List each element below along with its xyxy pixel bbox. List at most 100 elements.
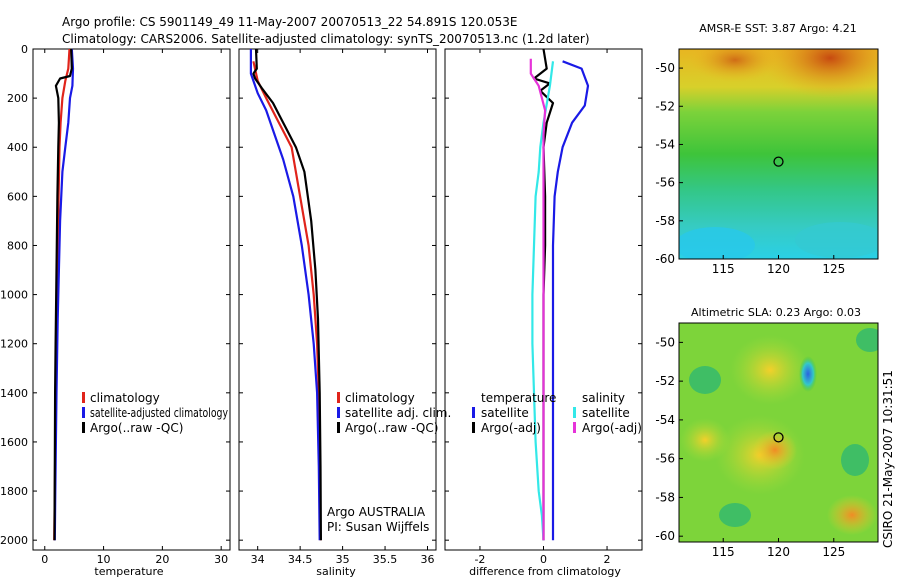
sla-high-patch <box>827 495 877 535</box>
legend-label-climatology: climatology <box>345 391 415 405</box>
sla-map <box>679 323 878 542</box>
map-y-tick-label: -58 <box>655 490 675 504</box>
legend-label-temperature-argo: Argo(-adj) <box>481 421 541 435</box>
map-y-tick-label: -54 <box>655 137 675 151</box>
map-y-tick-label: -56 <box>655 452 675 466</box>
legend-swatch-argo <box>82 422 85 433</box>
temperature-xlabel: temperature <box>94 565 163 578</box>
x-tick-label: 10 <box>97 553 111 566</box>
map-y-tick-label: -50 <box>655 335 675 349</box>
x-tick-label: 20 <box>155 553 169 566</box>
map-x-tick-label: 125 <box>822 545 845 559</box>
x-tick-label: 34 <box>251 553 265 566</box>
legend-label-salinity-satellite: satellite <box>582 406 630 420</box>
temperature-legend: climatology satellite-adjusted climatolo… <box>82 391 228 435</box>
argo-annotation-line-2: PI: Susan Wijffels <box>327 520 429 534</box>
legend-swatch-satellite-adj <box>337 407 340 418</box>
x-tick-label: 35.5 <box>373 553 398 566</box>
map-y-tick-label: -52 <box>655 374 675 388</box>
map-y-tick-label: -50 <box>655 61 675 75</box>
footer-vertical-stamp: CSIRO 21-May-2007 10:31:51 <box>881 370 895 548</box>
series-line-argo-raw-qc- <box>252 48 322 541</box>
legend-swatch-climatology <box>82 392 85 403</box>
sla-low-patch <box>856 328 878 352</box>
legend-label-argo: Argo(..raw -QC) <box>345 421 438 435</box>
temperature-plot: 0 10 20 30 0 200 400 600 800 1000 1200 1400 1600 1800… <box>0 43 230 566</box>
y-tick-label: 2000 <box>0 534 28 547</box>
salinity-xlabel: salinity <box>316 565 356 578</box>
difference-xlabel: difference from climatology <box>469 565 621 578</box>
series-line-salinity-argo-adj- <box>529 58 547 541</box>
x-tick-label: 36 <box>421 553 435 566</box>
map-y-tick-label: -58 <box>655 214 675 228</box>
map-x-tick-label: 120 <box>767 545 790 559</box>
legend-label-climatology: climatology <box>90 391 160 405</box>
sla-map-axes: 115 120 125 -50 -52 -54 -56 -58 -60 <box>655 335 845 559</box>
legend-title-salinity: salinity <box>582 391 625 405</box>
legend-swatch-argo <box>337 422 340 433</box>
y-tick-label: 600 <box>7 190 28 203</box>
map-y-tick-label: -52 <box>655 99 675 113</box>
sla-low-patch <box>841 444 869 476</box>
legend-swatch-salinity-argo <box>573 422 576 433</box>
sla-low-patch <box>689 366 721 394</box>
argo-annotation-line-1: Argo AUSTRALIA <box>327 505 426 519</box>
legend-label-argo: Argo(..raw -QC) <box>90 421 183 435</box>
legend-label-salinity-argo: Argo(-adj) <box>582 421 642 435</box>
x-tick-label: 2 <box>604 553 611 566</box>
y-tick-label: 1800 <box>0 485 28 498</box>
sst-cool-patch <box>795 222 878 258</box>
legend-swatch-temperature-argo <box>472 422 475 433</box>
map-y-tick-label: -60 <box>655 252 675 266</box>
x-tick-label: -2 <box>474 553 485 566</box>
salinity-axes <box>238 48 437 551</box>
title-line-1: Argo profile: CS 5901149_49 11-May-2007 … <box>62 15 517 29</box>
legend-swatch-satellite-adjusted <box>82 407 85 418</box>
sst-map-axes: 115 120 125 -50 -52 -54 -56 -58 -60 <box>655 61 845 276</box>
x-tick-label: 35 <box>336 553 350 566</box>
y-tick-label: 0 <box>21 43 28 56</box>
difference-plot: -2 0 2 <box>445 48 642 566</box>
x-tick-label: 30 <box>214 553 228 566</box>
series-line-argo-raw-qc- <box>53 48 73 541</box>
map-x-tick-label: 115 <box>712 545 735 559</box>
y-tick-label: 1200 <box>0 338 28 351</box>
map-x-tick-label: 115 <box>712 262 735 276</box>
temperature-axes <box>32 48 231 551</box>
sst-map-title: AMSR-E SST: 3.87 Argo: 4.21 <box>699 22 857 35</box>
sla-high-patch <box>680 418 730 462</box>
difference-legend: temperature satellite Argo(-adj) salinit… <box>472 391 642 435</box>
map-x-tick-label: 120 <box>767 262 790 276</box>
map-y-tick-label: -60 <box>655 529 675 543</box>
x-tick-label: 34.5 <box>288 553 313 566</box>
legend-swatch-climatology <box>337 392 340 403</box>
legend-label-satellite-adjusted: satellite-adjusted climatology <box>90 406 228 420</box>
legend-label-satellite-adj: satellite adj. clim. <box>345 406 451 420</box>
argo-position-marker <box>773 432 784 443</box>
sst-warm-patch <box>760 49 878 98</box>
y-tick-label: 1400 <box>0 387 28 400</box>
sla-high-patch <box>753 430 797 470</box>
y-tick-label: 200 <box>7 92 28 105</box>
map-y-tick-label: -54 <box>655 413 675 427</box>
y-tick-label: 800 <box>7 239 28 252</box>
argo-position-marker <box>773 156 784 167</box>
sst-cool-patch <box>679 227 755 259</box>
title-line-2: Climatology: CARS2006. Satellite-adjuste… <box>62 32 590 46</box>
y-tick-label: 1000 <box>0 289 28 302</box>
sla-low-patch <box>799 356 817 392</box>
legend-swatch-temperature-satellite <box>472 407 475 418</box>
x-tick-label: 0 <box>540 553 547 566</box>
legend-label-temperature-satellite: satellite <box>481 406 529 420</box>
map-x-tick-label: 125 <box>822 262 845 276</box>
y-tick-label: 400 <box>7 141 28 154</box>
sla-high-patch <box>730 335 810 405</box>
sst-warm-patch <box>690 49 780 82</box>
series-line-temperature-satellite <box>551 60 590 541</box>
series-line-satellite-adj-clim- <box>249 49 321 541</box>
map-y-tick-label: -56 <box>655 176 675 190</box>
sst-map <box>679 49 878 259</box>
salinity-legend: climatology satellite adj. clim. Argo(..… <box>337 391 451 435</box>
sla-low-patch <box>719 503 751 527</box>
